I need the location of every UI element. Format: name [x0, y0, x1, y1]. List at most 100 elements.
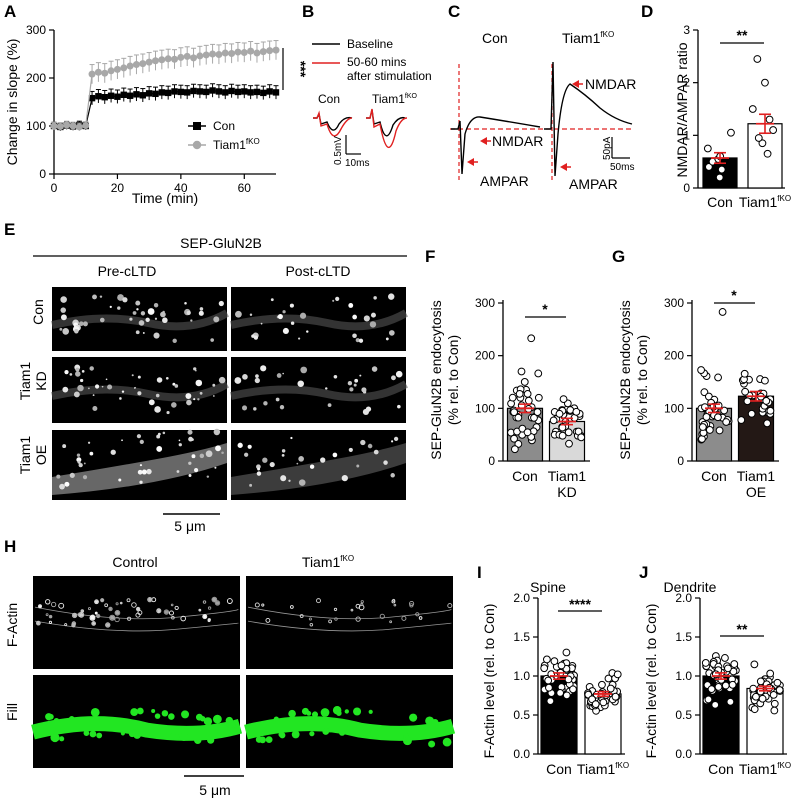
- a-ytick-label: 100: [26, 119, 46, 133]
- F-plot-ytick-label: 300: [475, 296, 495, 310]
- panel-j-significance: **: [737, 621, 748, 637]
- G-plot-ytick-label: 100: [664, 401, 684, 415]
- F-plot-point: [558, 431, 567, 440]
- J-plot-point: [758, 694, 767, 703]
- G-plot-point: [705, 426, 714, 434]
- panel-h-scalebar-label: 5 μm: [199, 782, 230, 798]
- F-plot-point: [533, 408, 542, 416]
- F-plot-point: [577, 433, 586, 442]
- a-point-con: [260, 89, 267, 97]
- D-plot-point: [704, 163, 713, 171]
- D-plot-ytick-label: 3: [683, 23, 690, 37]
- panel-g-ylabel-1: SEP-GluN2B endocytosis: [617, 300, 633, 460]
- J-plot-point: [770, 706, 779, 715]
- F-plot-point: [564, 428, 573, 437]
- D-plot-point: [754, 134, 763, 142]
- G-plot-point: [714, 413, 722, 422]
- F-plot-point: [530, 413, 538, 422]
- a-point-tiam: [56, 122, 64, 130]
- J-plot-point: [724, 664, 732, 673]
- a-point-tiam: [228, 50, 236, 58]
- panel-letter-i: I: [477, 563, 482, 582]
- legend-tiam-marker: [192, 140, 202, 150]
- a-point-con: [190, 87, 197, 95]
- I-plot-point: [550, 657, 559, 666]
- D-plot-point: [769, 126, 778, 134]
- J-plot-point: [752, 692, 760, 701]
- I-plot-point: [599, 698, 608, 707]
- panel-d-cat-con: Con: [707, 194, 733, 210]
- F-plot-point: [559, 395, 568, 403]
- I-plot-point: [562, 691, 571, 700]
- a-point-con: [101, 94, 108, 101]
- label-ampar-con: AMPAR: [480, 173, 529, 189]
- a-point-con: [234, 88, 242, 96]
- a-point-con: [184, 89, 191, 96]
- a-point-tiam: [183, 52, 191, 60]
- I-plot-point: [569, 685, 577, 694]
- a-point-con: [158, 89, 166, 96]
- I-plot-point: [546, 697, 555, 705]
- D-plot-point: [765, 115, 774, 124]
- F-plot-point: [508, 393, 517, 402]
- a-point-tiam: [234, 48, 242, 56]
- J-plot-point: [704, 695, 713, 704]
- panel-f-ylabel-1: SEP-GluN2B endocytosis: [428, 300, 444, 460]
- legend-post-1: 50-60 mins: [347, 55, 406, 69]
- a-xtick-label: 40: [174, 181, 188, 195]
- panel-f-cat-con: Con: [512, 468, 538, 484]
- panel-letter-f: F: [425, 247, 435, 266]
- panel-g-plot: SEP-GluN2B endocytosis (% rel. to Con) 0…: [617, 287, 779, 500]
- legend-con-marker: [193, 122, 201, 130]
- a-point-tiam: [177, 53, 185, 61]
- J-plot-ytick-label: 1.0: [675, 669, 692, 683]
- panel-d-significance: **: [737, 27, 748, 43]
- panel-h-row-fill: Fill: [4, 703, 20, 721]
- G-plot-point: [743, 397, 752, 406]
- panel-a-xlabel: Time (min): [132, 190, 198, 206]
- G-plot-point: [714, 373, 722, 382]
- I-plot-point: [562, 648, 571, 657]
- a-point-tiam: [132, 61, 140, 69]
- a-point-con: [139, 92, 146, 99]
- a-point-tiam: [247, 47, 255, 55]
- G-plot-point: [718, 308, 727, 316]
- D-plot-point: [703, 144, 712, 153]
- a-point-tiam: [113, 65, 121, 73]
- a-point-con: [222, 89, 229, 96]
- D-plot-point: [758, 139, 767, 148]
- a-point-con: [272, 89, 280, 96]
- a-point-con: [164, 89, 172, 97]
- F-plot-point: [534, 393, 543, 402]
- G-plot-point: [762, 397, 771, 405]
- label-nmdar-tiam: NMDAR: [585, 76, 636, 92]
- panel-a-ylabel: Change in slope (%): [4, 39, 20, 166]
- F-plot-point: [514, 440, 523, 448]
- I-plot-ytick-label: 0.0: [513, 747, 530, 761]
- I-plot-ytick-label: 1.5: [513, 630, 530, 644]
- F-plot-point: [510, 434, 518, 443]
- panel-e-row-oe-2: OE: [33, 445, 49, 465]
- I-plot-point: [545, 683, 553, 692]
- panel-letter-a: A: [4, 2, 16, 21]
- panel-d-plot: NMDAR/AMPAR ratio 0 1 2 3 ** Con Tiam1fKO: [674, 23, 791, 210]
- panel-i-significance: ****: [569, 596, 591, 612]
- G-plot-point: [701, 403, 709, 411]
- panel-j-plot: Dendrite F-Actin level (rel. to Con) 0.0…: [643, 579, 791, 777]
- F-plot-point: [565, 439, 573, 448]
- a-point-tiam: [82, 122, 90, 130]
- J-plot-point: [766, 669, 775, 678]
- a-point-tiam: [126, 62, 134, 70]
- a-point-tiam: [164, 55, 172, 63]
- panel-g-ylabel-2: (% rel. to Con): [634, 335, 650, 425]
- I-plot-point: [606, 684, 615, 693]
- panel-j-title: Dendrite: [664, 579, 717, 595]
- J-plot-point: [726, 697, 735, 706]
- G-plot-point: [697, 366, 706, 374]
- label-nmdar-con: NMDAR: [492, 133, 543, 149]
- panel-d-cat-tiam: Tiam1fKO: [739, 194, 791, 210]
- label-ampar-tiam: AMPAR: [569, 176, 618, 192]
- a-point-con: [126, 92, 134, 99]
- panel-g-cat-oe-2: OE: [746, 484, 766, 500]
